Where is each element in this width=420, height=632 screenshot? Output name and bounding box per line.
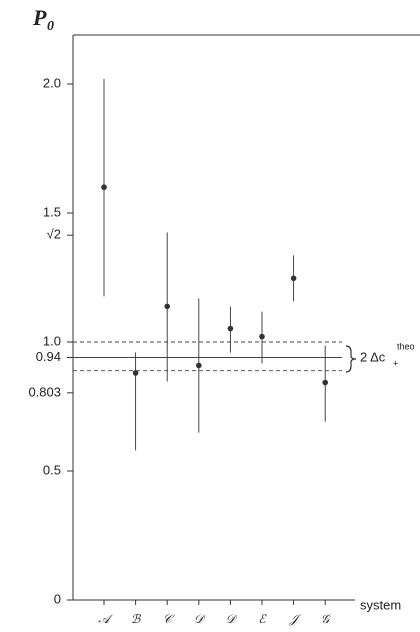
y-tick-label: 0.5 — [43, 462, 61, 477]
y-tick-label: 1.0 — [43, 333, 61, 348]
x-tick-label: 𝒜 — [98, 612, 113, 626]
data-point — [101, 184, 107, 191]
data-point — [259, 333, 265, 340]
y-axis-label-sub: 0 — [47, 19, 54, 34]
y-tick-label: 0.803 — [28, 384, 61, 399]
data-point — [196, 362, 202, 369]
y-tick-label: 2.0 — [43, 75, 61, 90]
data-point — [290, 275, 297, 282]
y-tick-label: 1.5 — [43, 204, 61, 219]
data-point — [322, 379, 329, 386]
annotation-sub: + — [393, 358, 398, 368]
y-axis-label: P — [32, 5, 47, 30]
x-axis-label: system — [360, 597, 401, 612]
annotation-sup: theo — [397, 341, 415, 351]
data-point — [164, 303, 170, 310]
x-tick-label: 𝒞 — [163, 612, 175, 626]
data-point — [132, 370, 139, 376]
data-point — [227, 325, 234, 332]
y-tick-label: 0 — [54, 591, 61, 606]
brace — [345, 345, 357, 373]
annotation: 2 Δc — [360, 349, 386, 364]
x-tick-label: 𝒢 — [321, 612, 332, 626]
y-tick-label: √2 — [47, 227, 61, 242]
x-tick-label: ℰ — [258, 612, 267, 626]
x-tick-label: ℬ — [131, 612, 142, 626]
x-tick-label: 𝒟 — [194, 612, 206, 626]
y-tick-label: 0.94 — [36, 349, 61, 364]
x-tick-label: 𝒥 — [288, 612, 302, 626]
x-tick-label: 𝒟 — [226, 612, 238, 626]
